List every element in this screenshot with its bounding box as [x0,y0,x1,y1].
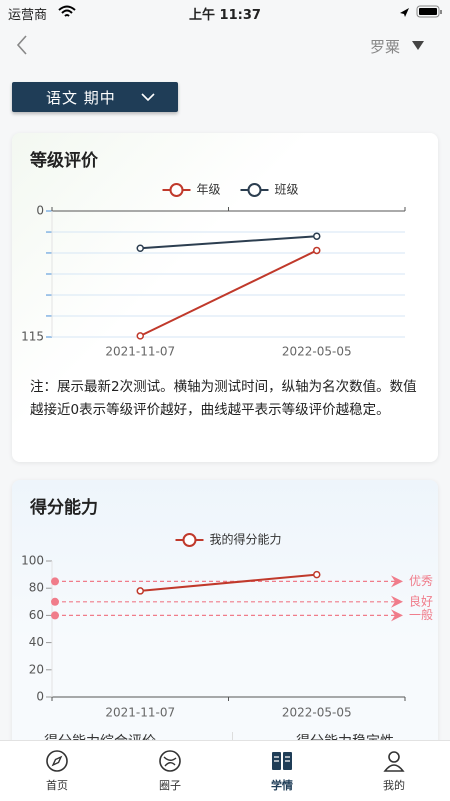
tab-circle[interactable]: 圈子 [159,779,181,792]
clock: 上午 11:37 [189,8,261,23]
student-name[interactable]: 罗粟 [369,38,400,56]
legend-marker [247,183,262,197]
y-tick-label: 60 [29,608,44,622]
legend-label: 我的得分能力 [210,532,282,547]
y-tick-label: 0 [36,204,44,218]
data-point [136,587,144,595]
series-line [140,235,317,250]
tab-study[interactable]: 学情 [271,779,293,792]
data-point [313,232,321,240]
charts: 0 115 2021-11-07 2022-05-05 年级 班级 0 20 40 60 80 100… [21,183,433,720]
reference-label: 良好 [409,593,433,608]
y-tick-label: 0 [36,690,44,704]
tab-home[interactable]: 首页 [46,779,68,792]
tab-bar: 首页 圈子 学情 我的 [0,740,450,801]
status-bar: 运营商 上午 11:37 [0,0,450,24]
x-tick-label: 2022-05-05 [282,345,352,359]
data-point [313,570,321,579]
y-tick-label: 100 [21,554,44,568]
series-line [140,573,317,592]
tab-mine[interactable]: 我的 [383,779,405,792]
wifi-icon [58,5,76,17]
reference-arrow [391,575,403,588]
legend-marker [182,533,197,547]
reference-arrow [391,609,403,622]
divider [232,732,233,742]
tab-icon [272,752,292,770]
chart-note: 注：展示最新2次测试。横轴为测试时间，纵轴为名次数值。数值越接近0表示等级评价越… [30,379,417,418]
reference-arrow [391,595,403,608]
tab-icon [46,750,68,772]
legend-label: 班级 [275,183,299,197]
tab-icon [159,750,181,772]
carrier: 运营商 [8,8,48,23]
nav-header: 罗粟 [0,24,450,68]
data-point [136,244,144,253]
x-tick-label: 2021-11-07 [105,706,175,720]
y-tick-label: 80 [29,581,44,595]
reference-label: 一般 [409,607,433,622]
card-title: 等级评价 [30,151,98,171]
series-line [139,249,318,337]
legend-label: 年级 [197,183,221,197]
battery-icon [400,5,442,18]
y-tick-label: 20 [29,662,44,676]
back-button[interactable] [14,34,30,56]
subject-selector[interactable]: 语文 期中 [12,82,178,112]
legend-marker [169,183,184,197]
reference-label: 优秀 [409,574,433,588]
selector-label: 语文 期中 [46,89,116,107]
x-tick-label: 2021-11-07 [105,345,175,359]
data-point [136,332,144,340]
dropdown-arrow[interactable] [411,40,425,52]
y-tick-label: 40 [29,635,44,649]
y-tick-label: 115 [21,330,44,344]
grade-card: 等级评价 注：展示最新2次测试。横轴为测试时间，纵轴为名次数值。数值越接近0表示… [12,133,438,462]
data-point [313,246,321,255]
tab-icon [383,751,405,772]
x-tick-label: 2022-05-05 [282,706,352,720]
card-title: 得分能力 [30,498,98,518]
selector-arrow [141,93,155,102]
